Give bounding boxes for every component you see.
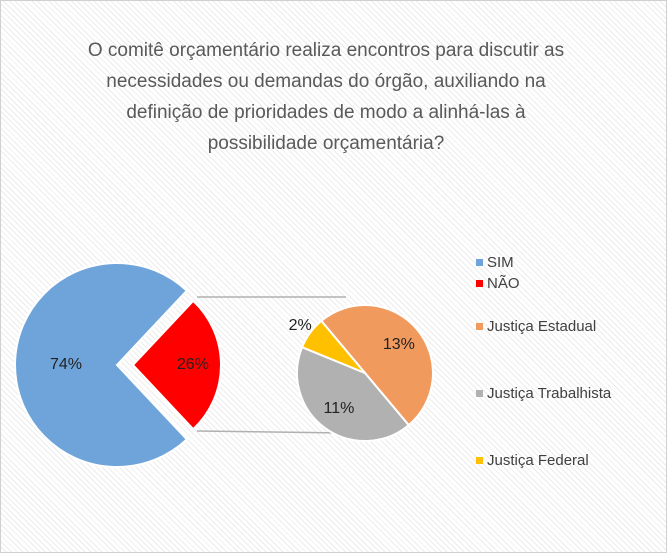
connector-line xyxy=(196,430,347,434)
pie-slice xyxy=(14,262,189,468)
data-label: 2% xyxy=(289,317,312,334)
pie-slice xyxy=(296,345,411,442)
data-label: 74% xyxy=(50,356,82,373)
legend-marker xyxy=(476,457,483,464)
legend-label: SIM xyxy=(487,254,514,271)
pie-slice xyxy=(300,319,366,374)
data-label: 26% xyxy=(177,356,209,373)
pie-slice xyxy=(131,299,222,431)
legend-label: Justiça Trabalhista xyxy=(487,385,612,402)
legend-marker xyxy=(476,280,483,287)
legend-marker xyxy=(476,323,483,330)
data-label: 13% xyxy=(383,336,415,353)
legend-label: Justiça Estadual xyxy=(487,318,596,335)
data-label: 11% xyxy=(324,400,355,417)
legend-label: Justiça Federal xyxy=(487,452,589,469)
legend-marker xyxy=(476,390,483,397)
chart-title: O comitê orçamentário realiza encontros … xyxy=(87,40,565,154)
pie-slice xyxy=(319,304,434,427)
legend-label: NÃO xyxy=(487,275,520,292)
legend-marker xyxy=(476,259,483,266)
